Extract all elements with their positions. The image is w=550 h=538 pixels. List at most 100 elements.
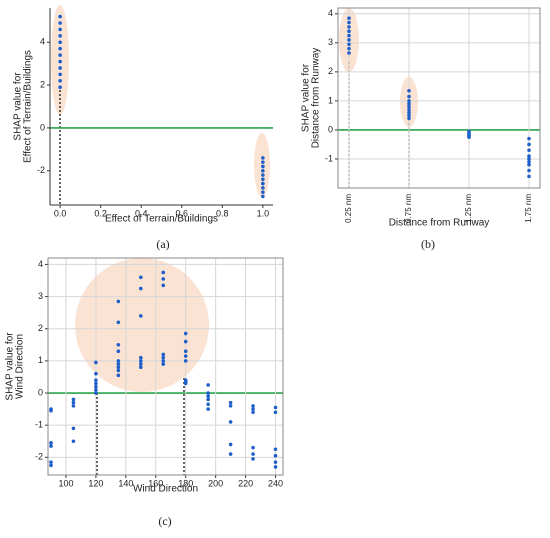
point (251, 407, 255, 411)
point (49, 444, 53, 448)
point (139, 314, 143, 318)
point (206, 402, 210, 407)
point (261, 190, 265, 194)
y-axis-label: SHAP value for (5, 332, 16, 401)
x-tick-label: 220 (238, 478, 253, 488)
y-tick-label: 1 (328, 95, 333, 105)
point (273, 453, 278, 458)
y-tick-label: -1 (35, 420, 43, 430)
point (273, 447, 278, 452)
point (183, 331, 188, 336)
point (527, 157, 531, 161)
x-tick-label: 120 (88, 478, 103, 488)
point (527, 168, 531, 173)
point (116, 365, 121, 370)
point (161, 352, 166, 357)
point (467, 135, 471, 139)
y-tick-label: 2 (40, 79, 45, 89)
point (183, 359, 188, 363)
x-axis-label: Distance from Runway (389, 218, 490, 229)
x-tick-label: 1.0 (257, 208, 270, 218)
point (116, 299, 121, 304)
point (94, 384, 98, 389)
y-tick-label: 4 (38, 259, 43, 269)
point (116, 359, 121, 363)
caption: (b) (421, 237, 435, 251)
point (347, 25, 351, 29)
y-tick-label: -1 (325, 153, 333, 163)
point (161, 270, 166, 275)
point (527, 148, 531, 153)
point (347, 33, 351, 38)
point (228, 400, 233, 405)
y-tick-label: -2 (35, 452, 43, 462)
x-tick-label: 0.0 (54, 208, 67, 218)
point (228, 452, 233, 456)
point (58, 46, 62, 51)
point (116, 368, 121, 373)
point (139, 359, 143, 363)
y-axis-label: SHAP value for (13, 72, 24, 141)
point (347, 29, 351, 34)
y-tick-label: 4 (328, 8, 333, 18)
point (347, 46, 351, 51)
point (228, 442, 233, 447)
point (58, 72, 62, 77)
point (139, 355, 143, 360)
point (116, 320, 121, 325)
point (183, 349, 188, 354)
caption: (a) (156, 237, 169, 251)
point (161, 362, 166, 366)
point (139, 286, 143, 291)
point (273, 460, 278, 464)
point (116, 343, 121, 347)
y-tick-label: 1 (38, 355, 43, 365)
point (94, 381, 98, 386)
caption: (c) (158, 514, 171, 528)
y-axis-label: Distance from Runway (311, 48, 322, 149)
point (58, 53, 62, 57)
y-tick-label: 2 (328, 66, 333, 76)
point (206, 397, 210, 402)
point (251, 404, 255, 408)
point (251, 452, 255, 456)
point (58, 34, 62, 38)
point (71, 404, 76, 408)
point (139, 275, 143, 280)
point (407, 94, 411, 99)
y-axis-label: Wind Direction (15, 334, 26, 399)
point (116, 349, 121, 354)
point (261, 186, 265, 190)
point (261, 181, 265, 186)
point (407, 107, 411, 112)
x-tick-label: 200 (208, 478, 223, 488)
point (261, 156, 265, 160)
point (94, 388, 98, 392)
point (94, 391, 98, 395)
y-tick-label: -2 (37, 165, 45, 175)
chart: -1 0 1 2 3 4 0.25 nm 0.75 nm 1.25 nm 1.75 nm SHAP … (301, 7, 541, 251)
point (58, 21, 62, 25)
point (71, 439, 76, 444)
x-tick-label: 140 (118, 478, 133, 488)
point (527, 162, 531, 167)
point (261, 164, 265, 169)
point (407, 113, 411, 118)
point (261, 173, 265, 177)
highlight (75, 258, 209, 392)
point (206, 407, 210, 411)
point (58, 14, 62, 19)
y-axis-label: SHAP value for (301, 63, 312, 132)
x-tick-label: 0.6 (176, 208, 189, 218)
point (71, 400, 76, 405)
x-tick-label: 0.4 (135, 208, 148, 218)
point (161, 355, 166, 360)
point (228, 404, 233, 408)
point (94, 360, 98, 365)
point (261, 194, 265, 199)
x-tick-label: 0.2 (94, 208, 107, 218)
x-tick-label: 160 (148, 478, 163, 488)
point (49, 408, 53, 413)
